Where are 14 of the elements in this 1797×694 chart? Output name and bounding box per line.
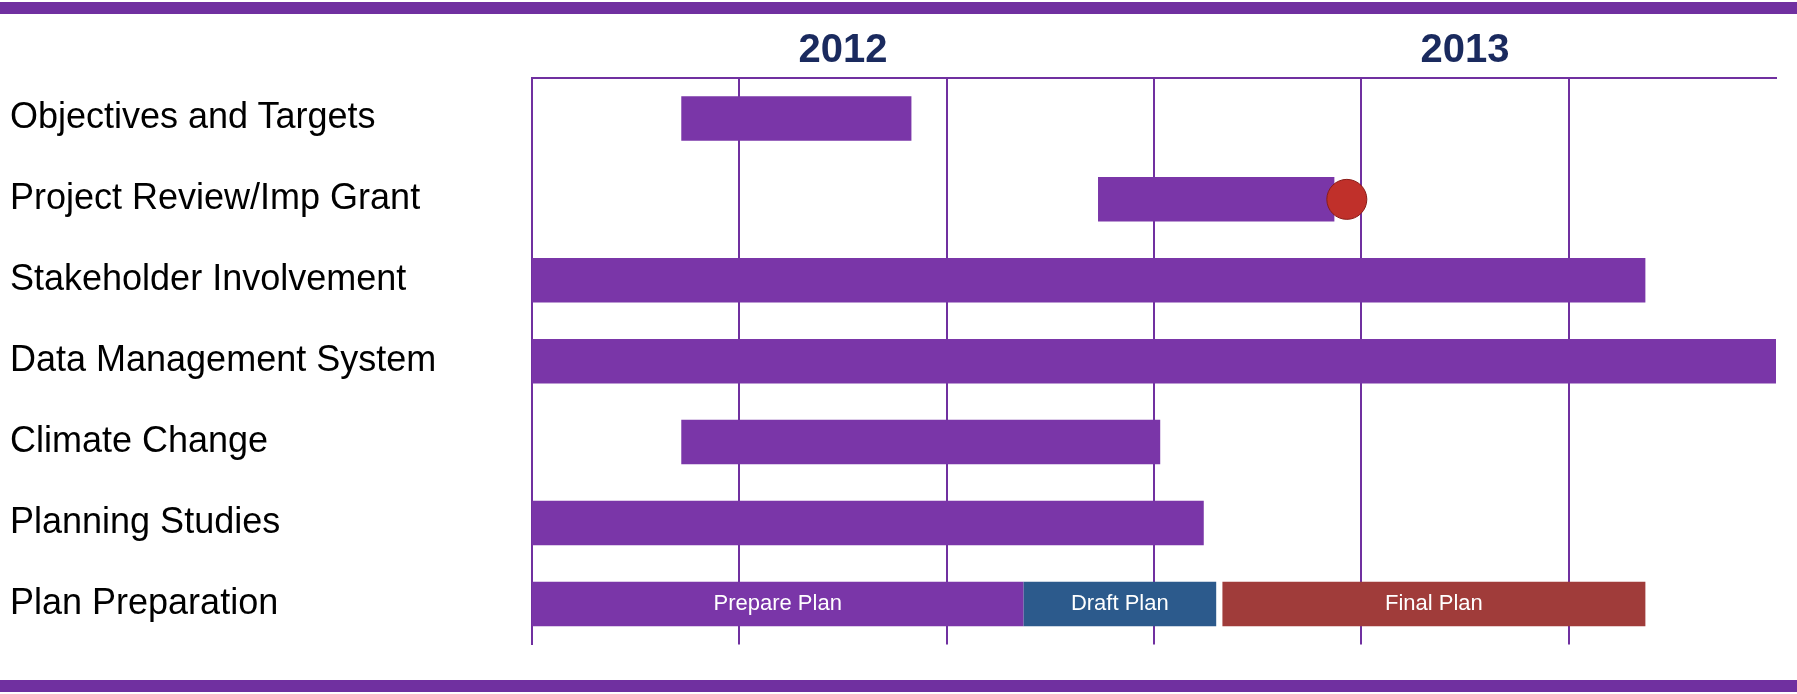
x-tick-label: 2012 [798, 26, 888, 71]
bar [1222, 581, 1646, 627]
series-label: Prepare Plan [713, 590, 842, 616]
y-tick-label: Plan Preparation [10, 580, 279, 622]
y-tick-label: Stakeholder Involvement [10, 257, 407, 299]
y-tick-label: Objectives and Targets [10, 95, 376, 137]
y-tick-label: Data Management System [10, 338, 437, 380]
bar [1023, 581, 1217, 627]
series-label: Final Plan [1384, 590, 1483, 616]
y-tick-label: Project Review/Imp Grant [10, 176, 421, 218]
x-tick-label: 2013 [1420, 26, 1510, 71]
y-tick-label: Planning Studies [10, 499, 281, 541]
y-tick-label: Climate Change [10, 419, 269, 461]
series-label: Draft Plan [1070, 590, 1169, 616]
